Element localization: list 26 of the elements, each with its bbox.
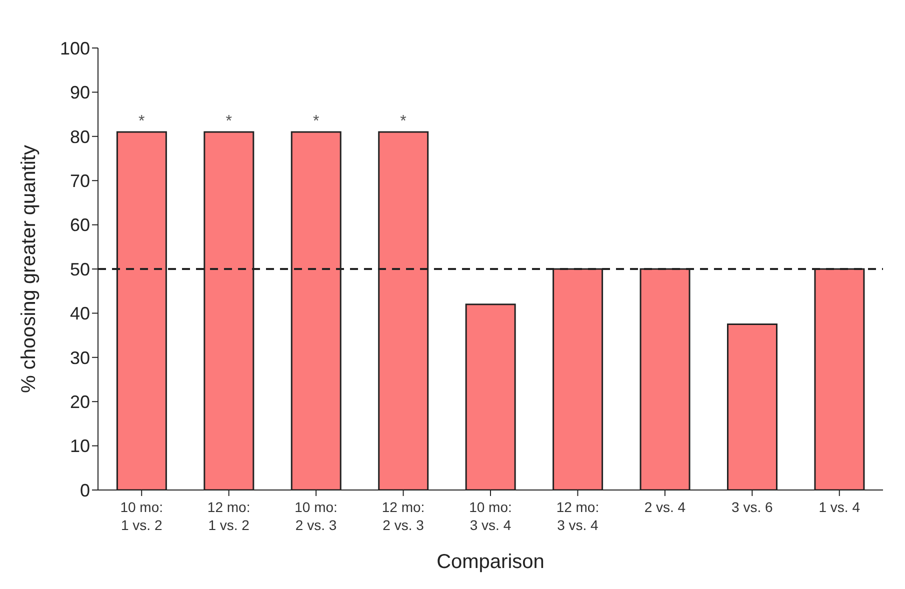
y-tick-label: 80: [70, 126, 90, 147]
y-tick-label: 100: [60, 38, 90, 58]
y-tick-label: 60: [70, 215, 90, 236]
x-tick-label: 1 vs. 4: [818, 499, 860, 515]
y-tick-label: 30: [70, 348, 90, 368]
x-axis-title: Comparison: [436, 551, 544, 573]
x-tick-label: 2 vs. 4: [644, 499, 686, 515]
annotation: *: [400, 112, 406, 130]
annotation: *: [226, 112, 232, 130]
annotation: *: [312, 112, 320, 130]
y-tick-label: 50: [70, 259, 90, 280]
x-tick-label: 10 mo: 2 vs. 3: [294, 499, 338, 533]
x-tick-label: 12 mo: 1 vs. 2: [207, 499, 250, 533]
y-tick-label: 20: [70, 392, 90, 412]
y-tick-label: 10: [70, 436, 90, 456]
x-tick-label: 12 mo: 3 vs. 4: [556, 499, 600, 533]
y-tick-label: 40: [70, 304, 90, 324]
annotation: *: [138, 112, 145, 130]
y-tick-label: 0: [80, 480, 90, 500]
x-tick-label: 10 mo: 3 vs. 4: [469, 499, 512, 533]
x-tick-label: 12 mo: 2 vs. 3: [382, 499, 425, 533]
x-tick-label: 10 mo: 1 vs. 2: [120, 499, 164, 533]
y-axis-title: % choosing greater quantity: [18, 145, 40, 393]
y-tick-label: 70: [70, 170, 90, 191]
x-tick-label: 3 vs. 6: [732, 499, 773, 515]
y-tick-label: 90: [70, 82, 90, 103]
